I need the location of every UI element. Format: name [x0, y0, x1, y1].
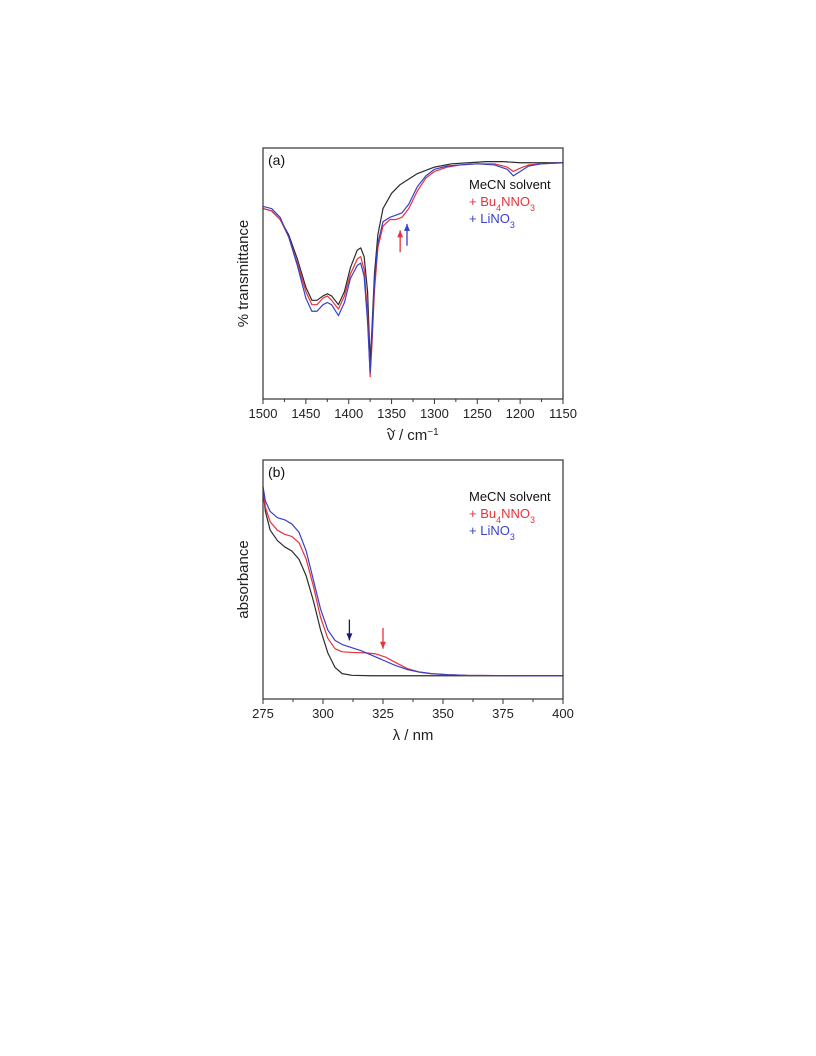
panel-label-a: (a)	[268, 152, 285, 168]
legend-entry-bu4nno3-b: + Bu4NNO3	[469, 506, 535, 525]
legend-a: MeCN solvent + Bu4NNO3 + LiNO3	[469, 177, 551, 230]
annotation-arrow-1	[380, 627, 386, 649]
x-tick-label: 1150	[549, 406, 577, 421]
x-axis-unit-b: / nm	[400, 727, 433, 744]
series-line-0	[262, 490, 563, 677]
x-ticks-a: 1500 1450 1400 1350 1300 1250 1200 1150	[249, 399, 577, 421]
x-tick-label: 350	[432, 706, 454, 721]
x-tick-label: 1200	[506, 406, 535, 421]
x-tick-label: 1300	[420, 406, 449, 421]
x-tick-label: 1400	[334, 406, 363, 421]
legend-entry-lino3-b: + LiNO3	[469, 523, 515, 542]
legend-entry-mecn-a: MeCN solvent	[469, 177, 551, 192]
y-axis-label-b: absorbance	[235, 540, 252, 618]
series-layer-a	[262, 161, 564, 378]
x-tick-label: 1500	[249, 406, 278, 421]
x-tick-label: 325	[372, 706, 394, 721]
x-axis-label-b: λ / nm	[393, 727, 434, 744]
annotation-arrow-0	[346, 619, 353, 641]
arrows-a	[397, 223, 410, 253]
wavenumber-tilde-icon	[386, 428, 396, 432]
x-axis-unit-a: / cm	[395, 427, 428, 444]
x-tick-label: 275	[252, 706, 274, 721]
x-tick-label: 400	[552, 706, 574, 721]
legend-entry-lino3-a: + LiNO3	[469, 211, 515, 230]
series-layer-b	[262, 486, 563, 677]
legend-entry-mecn-b: MeCN solvent	[469, 489, 551, 504]
x-tick-label: 1450	[291, 406, 320, 421]
x-axis-unit-exponent-a: −1	[427, 427, 439, 438]
x-ticks-b: 275 300 325 350 375 400	[252, 699, 574, 721]
x-tick-label: 300	[312, 706, 334, 721]
x-tick-label: 1250	[463, 406, 492, 421]
x-tick-label: 375	[492, 706, 514, 721]
x-axis-symbol-b: λ	[393, 727, 401, 744]
series-line-0	[262, 161, 563, 363]
x-axis-label-a: ν / cm−1	[387, 427, 439, 445]
arrows-b	[346, 619, 386, 649]
x-axis-symbol-a: ν	[387, 427, 395, 444]
annotation-arrow-1	[404, 223, 410, 246]
panel-label-b: (b)	[268, 464, 285, 480]
series-line-2	[262, 486, 563, 677]
chart-panel-a: 1500 1450 1400 1350 1300 1250 1200 1150 (a) % t…	[235, 147, 577, 445]
y-axis-label-a: % transmittance	[235, 220, 252, 328]
series-line-2	[262, 162, 564, 373]
annotation-arrow-0	[397, 230, 404, 253]
x-tick-label: 1350	[377, 406, 406, 421]
legend-b: MeCN solvent + Bu4NNO3 + LiNO3	[469, 489, 551, 542]
legend-entry-bu4nno3-a: + Bu4NNO3	[469, 194, 535, 213]
chart-panel-b: 275 300 325 350 375 400 (b) absorbance λ / nm…	[235, 459, 574, 744]
